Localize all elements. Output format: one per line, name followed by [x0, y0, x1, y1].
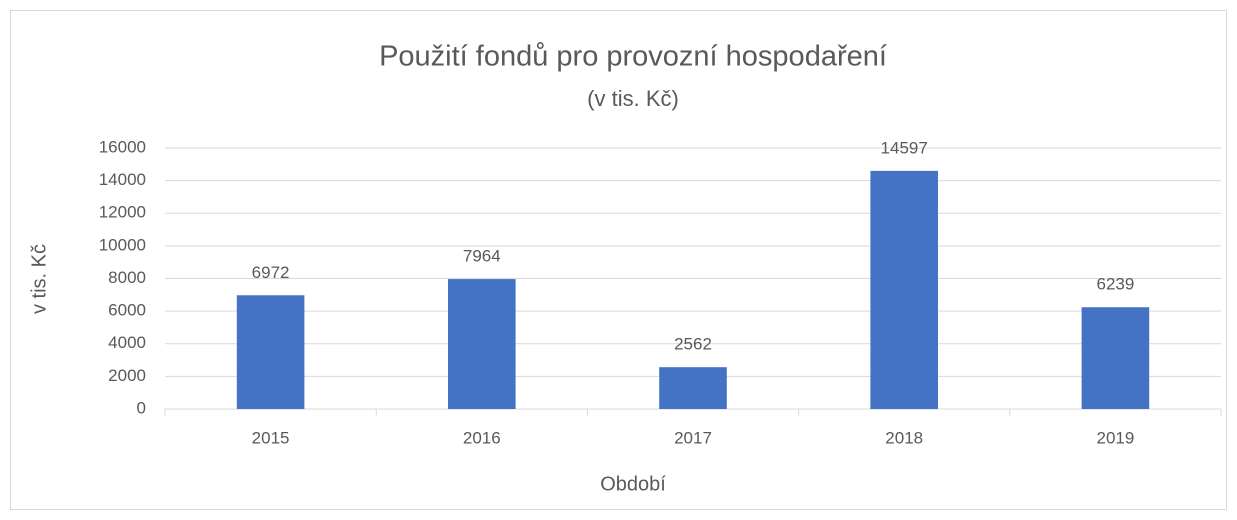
y-tick-label: 10000 — [99, 235, 146, 254]
bar — [236, 295, 305, 409]
x-tick-label: 2019 — [1096, 428, 1134, 447]
x-tick-label: 2017 — [674, 428, 712, 447]
y-axis-label: v tis. Kč — [28, 244, 50, 314]
bar — [1081, 307, 1150, 409]
y-tick-label: 16000 — [99, 137, 146, 156]
bar — [659, 367, 727, 409]
chart-subtitle: (v tis. Kč) — [587, 86, 679, 111]
data-label: 7964 — [463, 247, 501, 266]
chart-title: Použití fondů pro provozní hospodaření — [379, 41, 887, 73]
data-label: 14597 — [881, 138, 928, 157]
x-tick-label: 2015 — [252, 428, 290, 447]
data-label: 6972 — [252, 263, 290, 282]
y-tick-label: 4000 — [108, 333, 146, 352]
y-tick-label: 12000 — [99, 203, 146, 222]
bar — [448, 279, 516, 409]
y-tick-label: 0 — [137, 398, 146, 417]
x-tick-label: 2016 — [463, 428, 501, 447]
bar — [870, 170, 938, 409]
x-axis-label: Období — [600, 473, 666, 495]
y-tick-label: 2000 — [108, 366, 146, 385]
y-tick-label: 8000 — [108, 268, 146, 287]
x-tick-label: 2018 — [885, 428, 923, 447]
chart-border — [10, 10, 1227, 510]
y-tick-label: 6000 — [108, 301, 146, 320]
y-tick-label: 14000 — [99, 170, 146, 189]
data-label: 2562 — [674, 335, 712, 354]
data-label: 6239 — [1096, 275, 1134, 294]
